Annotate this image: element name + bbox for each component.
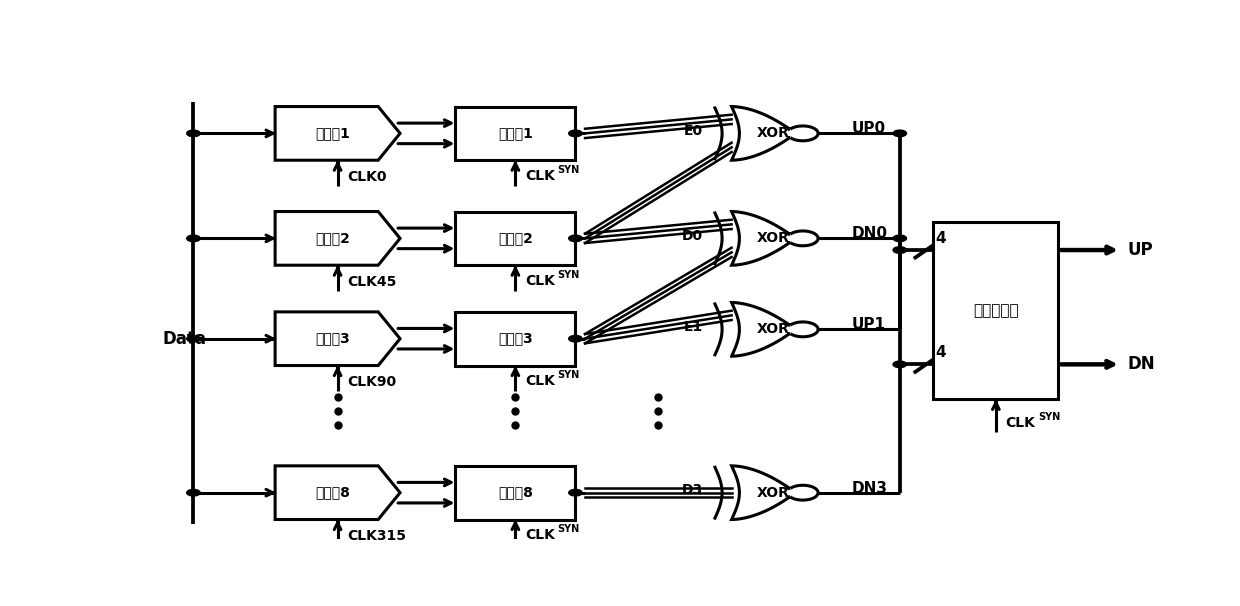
Polygon shape	[275, 107, 401, 160]
Text: CLK90: CLK90	[347, 375, 397, 389]
Text: 同步器3: 同步器3	[498, 331, 533, 345]
Text: 采样器3: 采样器3	[315, 331, 350, 345]
Text: DN: DN	[1127, 355, 1156, 373]
Text: SYN: SYN	[1038, 411, 1060, 422]
Text: E0: E0	[683, 124, 703, 138]
Text: UP: UP	[1127, 241, 1153, 259]
Circle shape	[893, 130, 906, 136]
Text: SYN: SYN	[558, 370, 580, 381]
Text: CLK315: CLK315	[347, 529, 407, 543]
Polygon shape	[732, 211, 818, 265]
Circle shape	[569, 336, 582, 342]
Polygon shape	[732, 466, 818, 519]
Text: 同步器2: 同步器2	[498, 231, 533, 245]
Text: UP1: UP1	[852, 317, 885, 332]
Text: DN3: DN3	[852, 481, 888, 496]
FancyBboxPatch shape	[455, 107, 575, 160]
Text: 多数表决器: 多数表决器	[973, 303, 1019, 318]
Circle shape	[893, 361, 906, 368]
Circle shape	[187, 490, 200, 496]
Text: UP0: UP0	[852, 121, 885, 136]
Text: 同步器8: 同步器8	[498, 485, 533, 500]
Circle shape	[187, 130, 200, 136]
Text: CLK: CLK	[1006, 416, 1035, 430]
Text: SYN: SYN	[558, 524, 580, 534]
Text: XOR: XOR	[756, 231, 789, 245]
Polygon shape	[732, 107, 818, 160]
Text: 4: 4	[936, 345, 946, 360]
Text: 采样器2: 采样器2	[315, 231, 350, 245]
Text: XOR: XOR	[756, 485, 789, 500]
FancyBboxPatch shape	[455, 312, 575, 365]
Text: 4: 4	[936, 231, 946, 246]
Circle shape	[569, 130, 582, 136]
Text: CLK: CLK	[525, 528, 554, 542]
Text: 同步器1: 同步器1	[498, 127, 533, 141]
Text: XOR: XOR	[756, 127, 789, 141]
Text: D0: D0	[682, 229, 703, 243]
Circle shape	[569, 235, 582, 242]
Text: CLK45: CLK45	[347, 275, 397, 288]
Text: CLK: CLK	[525, 374, 554, 388]
Circle shape	[893, 235, 906, 242]
Polygon shape	[275, 211, 401, 265]
Text: 采样器8: 采样器8	[315, 485, 350, 500]
Text: E1: E1	[683, 320, 703, 334]
Text: Data: Data	[162, 330, 207, 348]
Text: CLK0: CLK0	[347, 170, 387, 184]
FancyBboxPatch shape	[455, 466, 575, 519]
Text: CLK: CLK	[525, 168, 554, 182]
Text: SYN: SYN	[558, 165, 580, 175]
FancyBboxPatch shape	[934, 222, 1059, 399]
Circle shape	[893, 247, 906, 253]
Text: SYN: SYN	[558, 270, 580, 280]
Circle shape	[187, 235, 200, 242]
FancyBboxPatch shape	[455, 211, 575, 265]
Text: XOR: XOR	[756, 322, 789, 336]
Circle shape	[187, 336, 200, 342]
Text: CLK: CLK	[525, 273, 554, 288]
Text: DN0: DN0	[852, 226, 888, 241]
Text: 采样器1: 采样器1	[315, 127, 350, 141]
Circle shape	[569, 490, 582, 496]
Polygon shape	[275, 312, 401, 365]
Polygon shape	[275, 466, 401, 519]
Text: D3: D3	[682, 484, 703, 498]
Polygon shape	[732, 302, 818, 356]
